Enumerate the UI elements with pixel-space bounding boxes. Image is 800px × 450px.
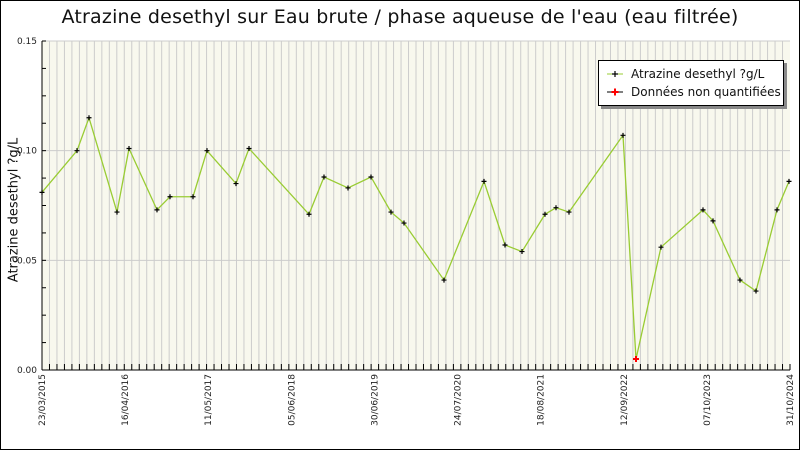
data-point [388,209,394,215]
x-tick-label: 07/10/2023 [703,374,713,426]
chart-title: Atrazine desethyl sur Eau brute / phase … [61,6,739,28]
data-point [368,174,374,180]
legend-item-atrazine: Atrazine desethyl ?g/L [607,65,764,83]
data-point [737,277,743,283]
non-quantified-point [633,356,639,363]
data-point [345,185,351,191]
data-point [233,181,239,187]
data-point [502,242,508,248]
x-tick-label: 16/04/2016 [121,374,131,426]
data-point [306,211,312,217]
x-tick-label: 24/07/2020 [454,374,464,426]
y-tick-label: 0.00 [17,366,37,376]
legend: Atrazine desethyl ?g/L Données non quant… [598,60,784,106]
data-point [39,189,45,195]
data-point [620,132,626,138]
legend-item-non-quantified: Données non quantifiées [607,83,781,101]
x-tick-label: 18/08/2021 [537,374,547,426]
data-point [401,220,407,226]
data-point [658,244,664,250]
data-point [190,194,196,200]
data-point [542,211,548,217]
data-point [753,288,759,294]
data-point [86,115,92,121]
y-tick-label: 0.10 [17,147,37,157]
x-tick-label: 05/06/2018 [287,374,297,426]
red-marker-icon [607,86,623,98]
x-tick-label: 31/10/2024 [786,374,796,426]
x-tick-label: 23/03/2015 [38,374,48,426]
data-point [519,249,525,255]
data-point [553,205,559,211]
data-point [700,207,706,213]
data-point [246,145,252,151]
data-point [154,207,160,213]
data-point [481,178,487,184]
data-point [441,277,447,283]
data-point [74,148,80,154]
data-point [167,194,173,200]
data-point [204,148,210,154]
y-tick-label: 0.05 [17,256,37,266]
line-marker-icon [607,68,623,80]
data-point [114,209,120,215]
x-tick-label: 11/05/2017 [204,374,214,426]
y-tick-label: 0.15 [17,37,37,47]
data-point [321,174,327,180]
data-point [710,218,716,224]
data-point [566,209,572,215]
x-tick-label: 30/06/2019 [370,374,380,426]
data-point [774,207,780,213]
data-point [126,145,132,151]
x-tick-label: 12/09/2022 [620,374,630,426]
data-point [786,178,792,184]
